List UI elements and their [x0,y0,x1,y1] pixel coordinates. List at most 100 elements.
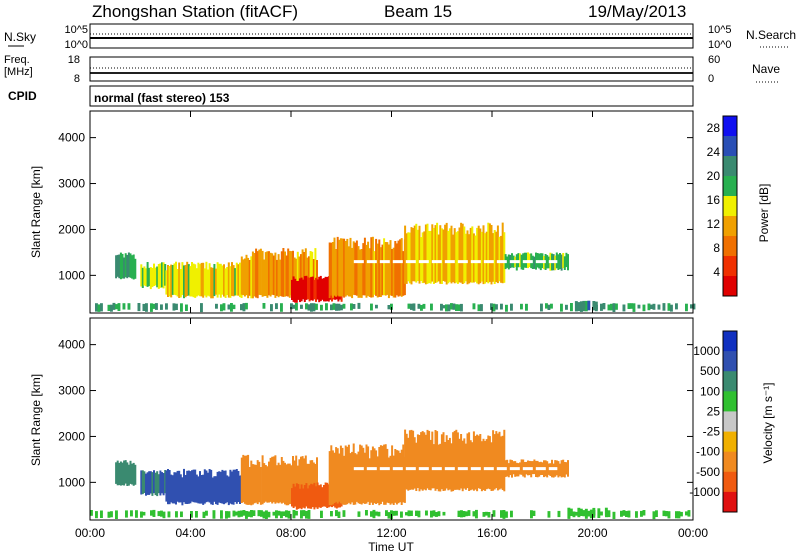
echo-strip [129,460,132,484]
echo-strip [577,507,581,518]
echo-strip [276,465,278,503]
echo-strip [570,303,573,312]
echo-strip [107,304,111,311]
echo-strip [235,511,238,516]
echo-strip [505,304,508,312]
echo-strip [410,510,413,516]
echo-strip [298,256,301,297]
y-tick-label: 1000 [58,268,85,282]
echo-strip [143,471,146,493]
echo-strip [447,440,450,491]
colorbar-segment [723,276,737,297]
echo-strip [294,486,297,507]
echo-strip [584,300,588,312]
colorbar-tick-label: 100 [700,384,720,398]
echo-strip [219,263,222,298]
echo-strip [557,510,561,518]
echo-strip [154,472,157,496]
echo-strip [407,437,410,491]
echo-strip [275,510,278,519]
echo-strip [402,251,405,296]
echo-strip [200,475,203,504]
echo-strip [343,238,346,298]
echo-strip [157,511,161,517]
echo-strip [445,304,448,312]
echo-strip [506,459,509,477]
freq-right-tick-top: 60 [708,54,720,66]
echo-strip [240,304,243,311]
echo-strip [268,251,270,296]
sky-left-tick-bottom: 10^0 [64,39,88,51]
echo-strip [303,252,306,299]
echo-strip [560,303,563,312]
echo-strip [302,279,305,300]
echo-strip [355,240,358,296]
echo-strip [173,472,176,504]
echo-strip [295,510,298,516]
colorbar-segment [723,236,737,257]
echo-strip [420,237,423,281]
echo-strip [159,470,162,496]
echo-strip [185,304,188,311]
echo-strip [161,262,163,288]
echo-strip [500,510,503,518]
echo-strip [490,225,493,285]
echo-strip [132,254,135,280]
echo-strip [363,452,366,504]
echo-strip [231,262,233,296]
echo-strip [300,277,303,302]
echo-strip [505,511,508,518]
echo-strip [119,461,122,486]
echo-strip [488,223,491,282]
echo-strip [387,457,390,504]
echo-strip [264,252,267,296]
echo-strip [384,242,387,296]
echo-strip [183,468,185,503]
echo-strip [304,455,307,503]
echo-strip [471,442,474,490]
echo-strip [627,510,631,518]
echo-strip [208,263,211,297]
echo-strip [485,439,488,490]
echo-strip [170,264,173,298]
echo-strip [299,488,301,509]
echo-strip [181,262,184,296]
echo-strip [340,304,343,311]
echo-strip [477,435,480,489]
echo-strip [381,445,384,502]
echo-strip [116,254,119,277]
echo-strip [318,276,321,303]
echo-strip [655,510,658,517]
echo-strip [121,462,124,486]
echo-strip [452,234,455,283]
echo-strip [436,222,439,283]
echo-strip [239,262,241,298]
echo-strip [307,277,309,300]
echo-strip [164,264,167,286]
echo-strip [404,225,407,284]
echo-strip [288,463,291,505]
echo-strip [632,303,636,312]
echo-strip [127,464,130,486]
echo-strip [224,268,227,298]
echo-strip [563,462,566,478]
echo-strip [319,484,322,508]
echo-strip [199,471,201,504]
echo-strip [337,511,341,518]
echo-strip [178,262,181,298]
echo-strip [456,432,459,490]
echo-strip [115,304,118,310]
echo-strip [479,228,482,284]
echo-strip [432,510,436,517]
sky-panel [89,23,694,49]
echo-strip [650,304,653,309]
echo-strip [336,236,339,296]
colorbar-tick-label: 1000 [693,344,720,358]
echo-strip [215,268,217,295]
echo-strip [391,249,394,296]
echo-strip [434,225,437,283]
echo-strip [295,302,298,311]
echo-strip [226,267,229,296]
echo-strip [305,511,308,519]
echo-strip [255,464,258,503]
